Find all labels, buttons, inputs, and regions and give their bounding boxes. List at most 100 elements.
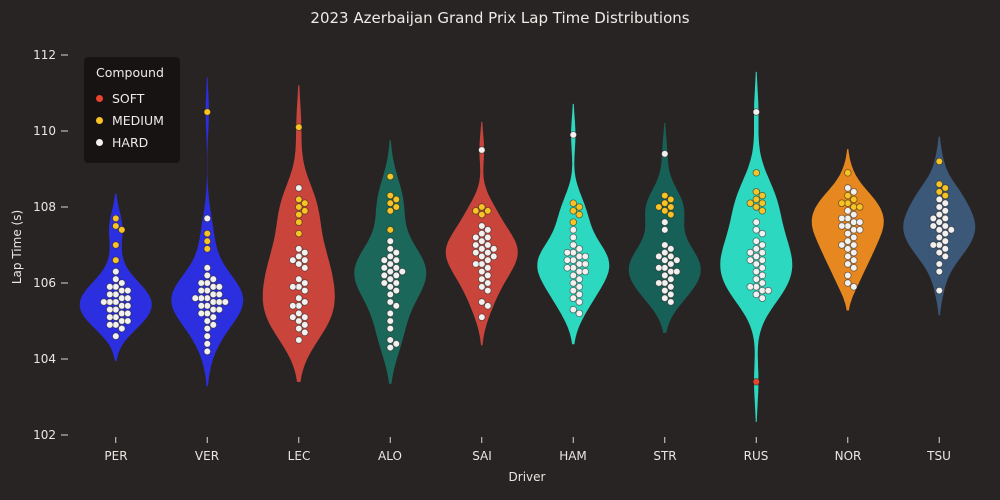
lap-point xyxy=(484,271,492,280)
lap-point xyxy=(197,302,205,310)
lap-point xyxy=(386,199,394,207)
lap-point xyxy=(758,191,766,200)
y-tick-102: 102 xyxy=(33,428,56,442)
lap-point xyxy=(478,203,486,211)
lap-point xyxy=(203,324,211,333)
lap-point xyxy=(941,191,949,200)
lap-point xyxy=(478,275,486,283)
lap-point xyxy=(935,188,943,196)
lap-point xyxy=(667,298,675,306)
swarm-HAM xyxy=(563,131,589,318)
violin-TSU xyxy=(903,136,976,316)
lap-point xyxy=(673,256,681,264)
legend-entry-medium: MEDIUM xyxy=(96,109,164,131)
lap-point xyxy=(655,264,663,272)
lap-point xyxy=(667,260,675,268)
lap-point xyxy=(386,290,394,299)
lap-point xyxy=(386,245,394,253)
axis-tick-marks xyxy=(61,54,940,443)
lap-point xyxy=(386,207,394,215)
swarm-LEC xyxy=(289,123,309,344)
legend-entry-label: MEDIUM xyxy=(112,112,164,128)
lap-point xyxy=(295,203,303,211)
lap-point xyxy=(941,252,949,261)
lap-point xyxy=(758,229,766,238)
lap-point xyxy=(667,290,675,299)
lap-point xyxy=(844,271,852,280)
lap-point xyxy=(569,218,577,226)
hard-compound-icon xyxy=(96,138,103,146)
lap-point xyxy=(844,279,852,287)
lap-point xyxy=(392,286,400,295)
lap-point xyxy=(301,264,309,272)
lap-point xyxy=(667,195,675,204)
lap-point xyxy=(581,260,589,268)
lap-point xyxy=(661,294,669,302)
lap-point xyxy=(295,252,303,261)
lap-point xyxy=(478,267,486,276)
lap-point xyxy=(124,302,132,310)
lap-point xyxy=(380,271,388,280)
lap-point xyxy=(661,199,669,207)
lap-point xyxy=(398,267,406,276)
lap-point xyxy=(386,275,394,283)
lap-point xyxy=(941,184,949,192)
lap-point xyxy=(850,241,858,249)
lap-point xyxy=(472,233,480,242)
lap-point xyxy=(112,256,120,264)
lap-point xyxy=(661,256,669,264)
lap-point xyxy=(289,283,297,291)
lap-point xyxy=(746,199,754,207)
lap-point xyxy=(856,203,864,211)
lap-point xyxy=(386,267,394,276)
lap-point xyxy=(838,214,846,223)
lap-point xyxy=(569,233,577,242)
lap-point xyxy=(472,248,480,257)
lap-point xyxy=(661,226,669,234)
lap-point xyxy=(106,321,114,329)
lap-point xyxy=(392,203,400,211)
lap-point xyxy=(380,279,388,287)
lap-point xyxy=(386,172,394,181)
lap-point xyxy=(844,237,852,245)
lap-point xyxy=(203,271,211,280)
lap-point xyxy=(838,199,846,207)
lap-point xyxy=(295,260,303,268)
lap-point xyxy=(575,245,583,253)
lap-point xyxy=(221,298,229,306)
lap-point xyxy=(575,203,583,211)
lap-point xyxy=(106,290,114,299)
lap-point xyxy=(941,214,949,223)
lap-point xyxy=(575,283,583,291)
lap-point xyxy=(941,229,949,238)
lap-point xyxy=(392,279,400,287)
lap-point xyxy=(380,256,388,264)
lap-point xyxy=(935,203,943,211)
lap-point xyxy=(935,248,943,257)
lap-point xyxy=(569,279,577,287)
lap-point xyxy=(850,283,858,291)
lap-point xyxy=(752,108,760,116)
lap-point xyxy=(575,210,583,219)
lap-point xyxy=(838,241,846,249)
lap-point xyxy=(472,241,480,249)
lap-point xyxy=(295,336,303,344)
lap-point xyxy=(490,245,498,253)
swarm-PER xyxy=(100,214,132,340)
lap-point xyxy=(289,256,297,264)
lap-point xyxy=(844,245,852,253)
lap-point xyxy=(386,336,394,344)
lap-point xyxy=(484,264,492,272)
lap-point xyxy=(112,267,120,276)
lap-point xyxy=(752,237,760,245)
lap-point xyxy=(203,245,211,253)
lap-point xyxy=(301,199,309,207)
lap-point xyxy=(850,256,858,264)
lap-point xyxy=(295,229,303,238)
lap-point xyxy=(301,298,309,306)
lap-point xyxy=(850,188,858,196)
lap-point xyxy=(386,237,394,245)
lap-point xyxy=(386,252,394,261)
lap-point xyxy=(295,245,303,253)
lap-point xyxy=(752,226,760,234)
